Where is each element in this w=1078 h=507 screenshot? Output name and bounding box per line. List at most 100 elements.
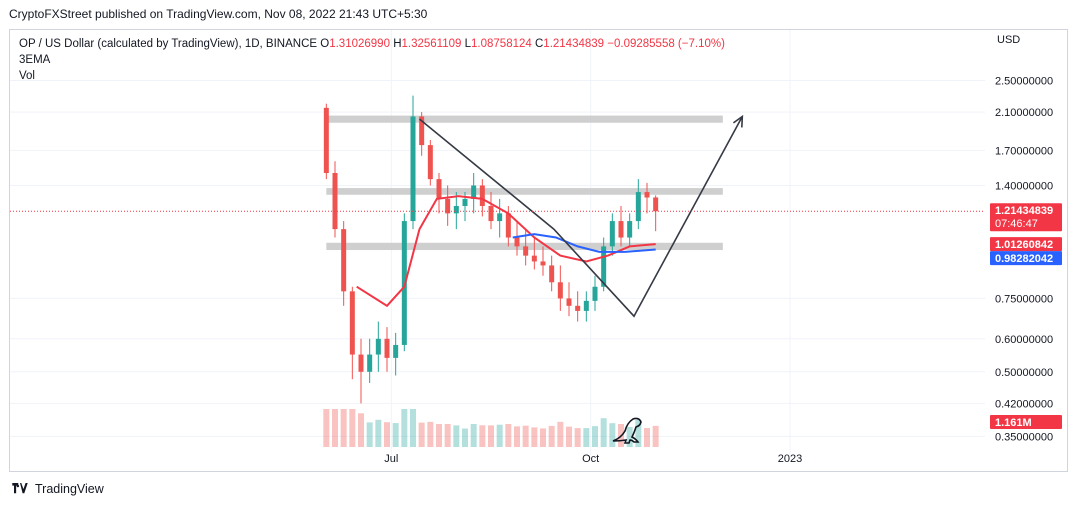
candle-body[interactable]: [410, 116, 416, 222]
ema-blue-label: 0.98282042: [995, 253, 1053, 265]
candle-body[interactable]: [367, 354, 373, 372]
countdown-label: 07:46:47: [995, 218, 1038, 230]
legend-close: 1.21434839: [543, 38, 605, 50]
footer-brand-label: TradingView: [35, 482, 104, 496]
last-price-label: 1.21434839: [995, 205, 1053, 217]
volume-bar: [444, 424, 451, 447]
candle-body[interactable]: [323, 107, 329, 173]
candle-body[interactable]: [505, 213, 511, 238]
volume-bar: [462, 428, 468, 447]
volume-bar: [436, 424, 442, 447]
legend-change: −0.09285558 (−7.10%): [607, 38, 725, 50]
y-tick-label: 1.70000000: [995, 145, 1053, 157]
candle-body[interactable]: [557, 282, 563, 299]
volume-bar: [392, 423, 399, 447]
last-price-label-box: [990, 203, 1062, 232]
candle-body[interactable]: [427, 145, 433, 180]
y-tick-label: 1.40000000: [995, 180, 1053, 192]
candle-body[interactable]: [575, 305, 581, 311]
chart-frame: [9, 29, 1068, 472]
volume-bar: [600, 418, 607, 447]
candle-body[interactable]: [644, 192, 650, 198]
candle-body[interactable]: [488, 205, 494, 222]
volume-bar: [548, 425, 555, 447]
volume-bar: [470, 424, 477, 447]
candle-body[interactable]: [514, 237, 520, 247]
legend-low-label: L: [464, 38, 472, 50]
volume-label-box: [990, 415, 1062, 429]
candle-body[interactable]: [419, 116, 425, 146]
candle-body[interactable]: [375, 338, 381, 355]
volume-bar: [626, 427, 633, 447]
y-tick-label: 0.60000000: [995, 334, 1053, 346]
candle-body[interactable]: [627, 221, 633, 238]
x-tick-label: 2023: [778, 453, 802, 465]
volume-bar: [635, 419, 642, 447]
candle-body[interactable]: [618, 221, 624, 238]
legend-symbol: OP / US Dollar (calculated by TradingVie…: [19, 38, 318, 50]
resistance-zone[interactable]: [326, 115, 723, 123]
volume-bar: [609, 423, 616, 447]
candle-body[interactable]: [566, 298, 572, 306]
candle-body[interactable]: [349, 291, 355, 355]
candle-body[interactable]: [540, 261, 546, 266]
candle-body[interactable]: [592, 286, 598, 301]
dinosaur-icon: [612, 417, 642, 444]
candle-body[interactable]: [497, 213, 503, 222]
volume-bar: [566, 426, 572, 447]
ema-red-label-box: [990, 237, 1062, 252]
candle-body[interactable]: [531, 255, 537, 262]
x-tick-label: Oct: [582, 453, 599, 465]
volume-bar: [427, 421, 434, 447]
volume-bar: [592, 426, 598, 447]
candle-body[interactable]: [393, 344, 399, 358]
volume-bar: [505, 424, 512, 447]
volume-bar: [522, 425, 529, 447]
legend-ema[interactable]: 3EMA: [19, 54, 51, 66]
ema-blue-line[interactable]: [512, 233, 656, 253]
candle-body[interactable]: [358, 354, 364, 372]
volume-bar: [332, 409, 338, 447]
y-tick-label: 0.50000000: [995, 367, 1053, 379]
candle-body[interactable]: [445, 198, 451, 214]
volume-bar: [514, 426, 520, 447]
candle-body[interactable]: [653, 197, 659, 212]
ema-red-line[interactable]: [356, 195, 656, 308]
legend-high-label: H: [393, 38, 402, 50]
candle-body[interactable]: [341, 229, 347, 292]
candle-body[interactable]: [436, 179, 442, 199]
volume-bar: [366, 422, 373, 447]
candle-body[interactable]: [332, 172, 338, 230]
volume-bar: [453, 425, 460, 447]
legend-main-row: OP / US Dollar (calculated by TradingVie…: [19, 36, 725, 52]
candle-body[interactable]: [462, 198, 468, 206]
volume-label: 1.161M: [995, 417, 1032, 429]
candle-body[interactable]: [453, 205, 459, 214]
x-tick-label: Jul: [384, 453, 398, 465]
volume-bar: [375, 419, 382, 447]
footer-brand[interactable]: TradingView: [10, 482, 104, 496]
candle-body[interactable]: [479, 185, 485, 206]
projection-arrow[interactable]: [418, 116, 744, 318]
volume-bar: [401, 409, 408, 447]
candle-body[interactable]: [635, 192, 641, 222]
candle-body[interactable]: [609, 221, 615, 247]
candle-body[interactable]: [583, 300, 589, 311]
candle-body[interactable]: [549, 265, 555, 283]
volume-bar: [583, 428, 590, 447]
y-tick-label: 0.42000000: [995, 398, 1053, 410]
y-tick-label: 2.50000000: [995, 76, 1053, 88]
price-chart[interactable]: 2.50000000 2.10000000 1.70000000 1.40000000…: [10, 30, 1068, 472]
volume-bar: [340, 409, 347, 447]
volume-bar: [496, 424, 503, 447]
volume-bar: [349, 409, 356, 447]
candle-body[interactable]: [384, 338, 390, 358]
candle-body[interactable]: [601, 246, 607, 287]
publisher-line: CryptoFXStreet published on TradingView.…: [9, 7, 428, 21]
candle-body[interactable]: [471, 185, 477, 199]
volume-bar: [418, 422, 425, 447]
legend-vol[interactable]: Vol: [19, 70, 35, 82]
resistance-zone[interactable]: [326, 188, 723, 195]
legend-open: 1.31026990: [329, 38, 390, 50]
candle-body[interactable]: [523, 246, 529, 256]
